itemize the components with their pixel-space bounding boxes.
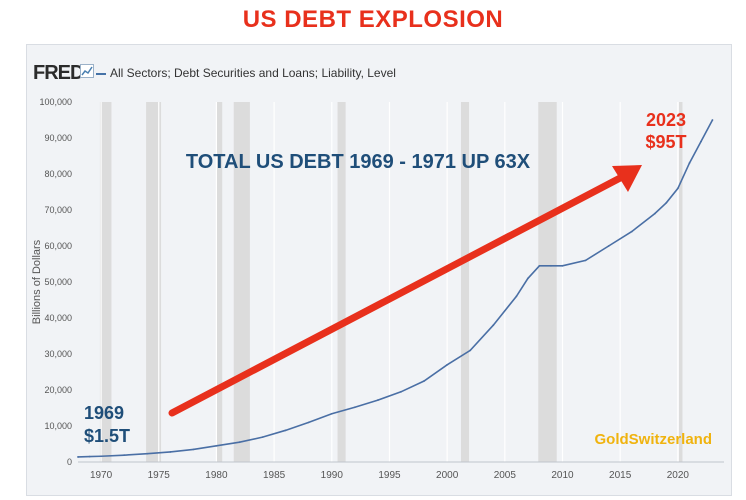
x-tick-label: 2020 bbox=[667, 470, 690, 481]
fred-logo: FRED bbox=[33, 62, 84, 84]
start-year-annotation: 1969 bbox=[84, 403, 124, 423]
data-point bbox=[330, 412, 333, 415]
recession-bands bbox=[99, 102, 683, 462]
data-point bbox=[284, 429, 287, 432]
y-tick-label: 30,000 bbox=[44, 349, 72, 359]
data-point bbox=[88, 455, 91, 458]
x-tick-label: 1995 bbox=[378, 470, 401, 481]
data-point bbox=[630, 230, 633, 233]
recession-band bbox=[460, 102, 470, 462]
trend-arrow bbox=[168, 165, 642, 417]
page-title: US DEBT EXPLOSION bbox=[242, 6, 504, 33]
y-tick-label: 90,000 bbox=[44, 133, 72, 143]
data-point bbox=[538, 264, 541, 267]
y-tick-label: 80,000 bbox=[44, 169, 72, 179]
recession-band bbox=[146, 102, 162, 462]
end-value-annotation: $95T bbox=[645, 132, 686, 152]
y-axis-label: Billions of Dollars bbox=[31, 239, 43, 324]
legend-label: All Sectors; Debt Securities and Loans; … bbox=[110, 66, 396, 80]
y-tick-label: 40,000 bbox=[44, 313, 72, 323]
start-value-annotation: $1.5T bbox=[84, 426, 130, 446]
data-point bbox=[423, 380, 425, 382]
y-tick-label: 60,000 bbox=[44, 241, 72, 251]
x-tick-label: 1970 bbox=[90, 470, 113, 481]
data-point bbox=[676, 187, 679, 190]
data-point bbox=[146, 452, 149, 455]
data-point bbox=[307, 421, 310, 424]
y-tick-label: 70,000 bbox=[44, 205, 72, 215]
series-layer bbox=[77, 119, 714, 458]
y-axis-ticks: 0 10,000 20,000 30,000 40,000 50,000 60,000 70,… bbox=[39, 97, 72, 467]
x-tick-label: 2000 bbox=[436, 470, 459, 481]
data-point bbox=[665, 201, 668, 204]
data-point bbox=[169, 451, 172, 453]
y-tick-label: 50,000 bbox=[44, 277, 72, 287]
data-point bbox=[700, 140, 702, 143]
data-point bbox=[607, 245, 610, 247]
data-point bbox=[492, 324, 495, 327]
data-point bbox=[192, 448, 195, 451]
end-year-annotation: 2023 bbox=[646, 110, 686, 130]
data-point bbox=[526, 277, 529, 280]
data-point bbox=[584, 259, 587, 262]
data-point bbox=[377, 399, 379, 401]
y-tick-label: 100,000 bbox=[39, 97, 72, 107]
data-point bbox=[238, 441, 241, 444]
data-point bbox=[688, 162, 691, 165]
data-point bbox=[123, 454, 126, 457]
recession-band bbox=[99, 102, 112, 462]
data-point bbox=[261, 436, 264, 439]
data-point bbox=[711, 119, 714, 121]
x-tick-label: 1985 bbox=[263, 470, 286, 481]
recession-band bbox=[337, 102, 346, 462]
data-point bbox=[515, 295, 518, 298]
data-point bbox=[550, 264, 552, 267]
x-tick-label: 1975 bbox=[148, 470, 171, 481]
x-tick-label: 2005 bbox=[494, 470, 517, 481]
data-point bbox=[215, 444, 218, 447]
data-point bbox=[469, 349, 472, 352]
y-tick-label: 0 bbox=[67, 457, 72, 467]
x-tick-label: 1980 bbox=[205, 470, 228, 481]
recession-band bbox=[679, 102, 683, 462]
x-tick-label: 2015 bbox=[609, 470, 632, 481]
recession-band bbox=[216, 102, 223, 462]
data-point bbox=[400, 390, 402, 393]
data-point bbox=[446, 363, 449, 366]
watermark: GoldSwitzerland bbox=[594, 431, 712, 448]
y-tick-label: 20,000 bbox=[44, 385, 72, 395]
data-point bbox=[77, 456, 79, 458]
series-legend: All Sectors; Debt Securities and Loans; … bbox=[96, 66, 396, 80]
x-axis-ticks: 1970 1975 1980 1985 1990 1995 2000 2005 2010 2015… bbox=[90, 470, 689, 481]
recession-band bbox=[538, 102, 557, 462]
data-point bbox=[561, 264, 564, 267]
y-tick-label: 10,000 bbox=[44, 421, 72, 431]
data-point bbox=[353, 406, 356, 409]
headline-annotation: TOTAL US DEBT 1969 - 1971 UP 63X bbox=[186, 151, 531, 173]
grid-lines bbox=[100, 102, 679, 462]
data-point bbox=[653, 212, 656, 215]
data-point bbox=[100, 455, 102, 458]
legend-swatch bbox=[96, 72, 106, 75]
chart-line-icon bbox=[80, 64, 94, 78]
chart-frame bbox=[26, 44, 732, 496]
series-line bbox=[77, 119, 714, 458]
x-tick-label: 1990 bbox=[321, 470, 344, 481]
x-tick-label: 2010 bbox=[551, 470, 574, 481]
